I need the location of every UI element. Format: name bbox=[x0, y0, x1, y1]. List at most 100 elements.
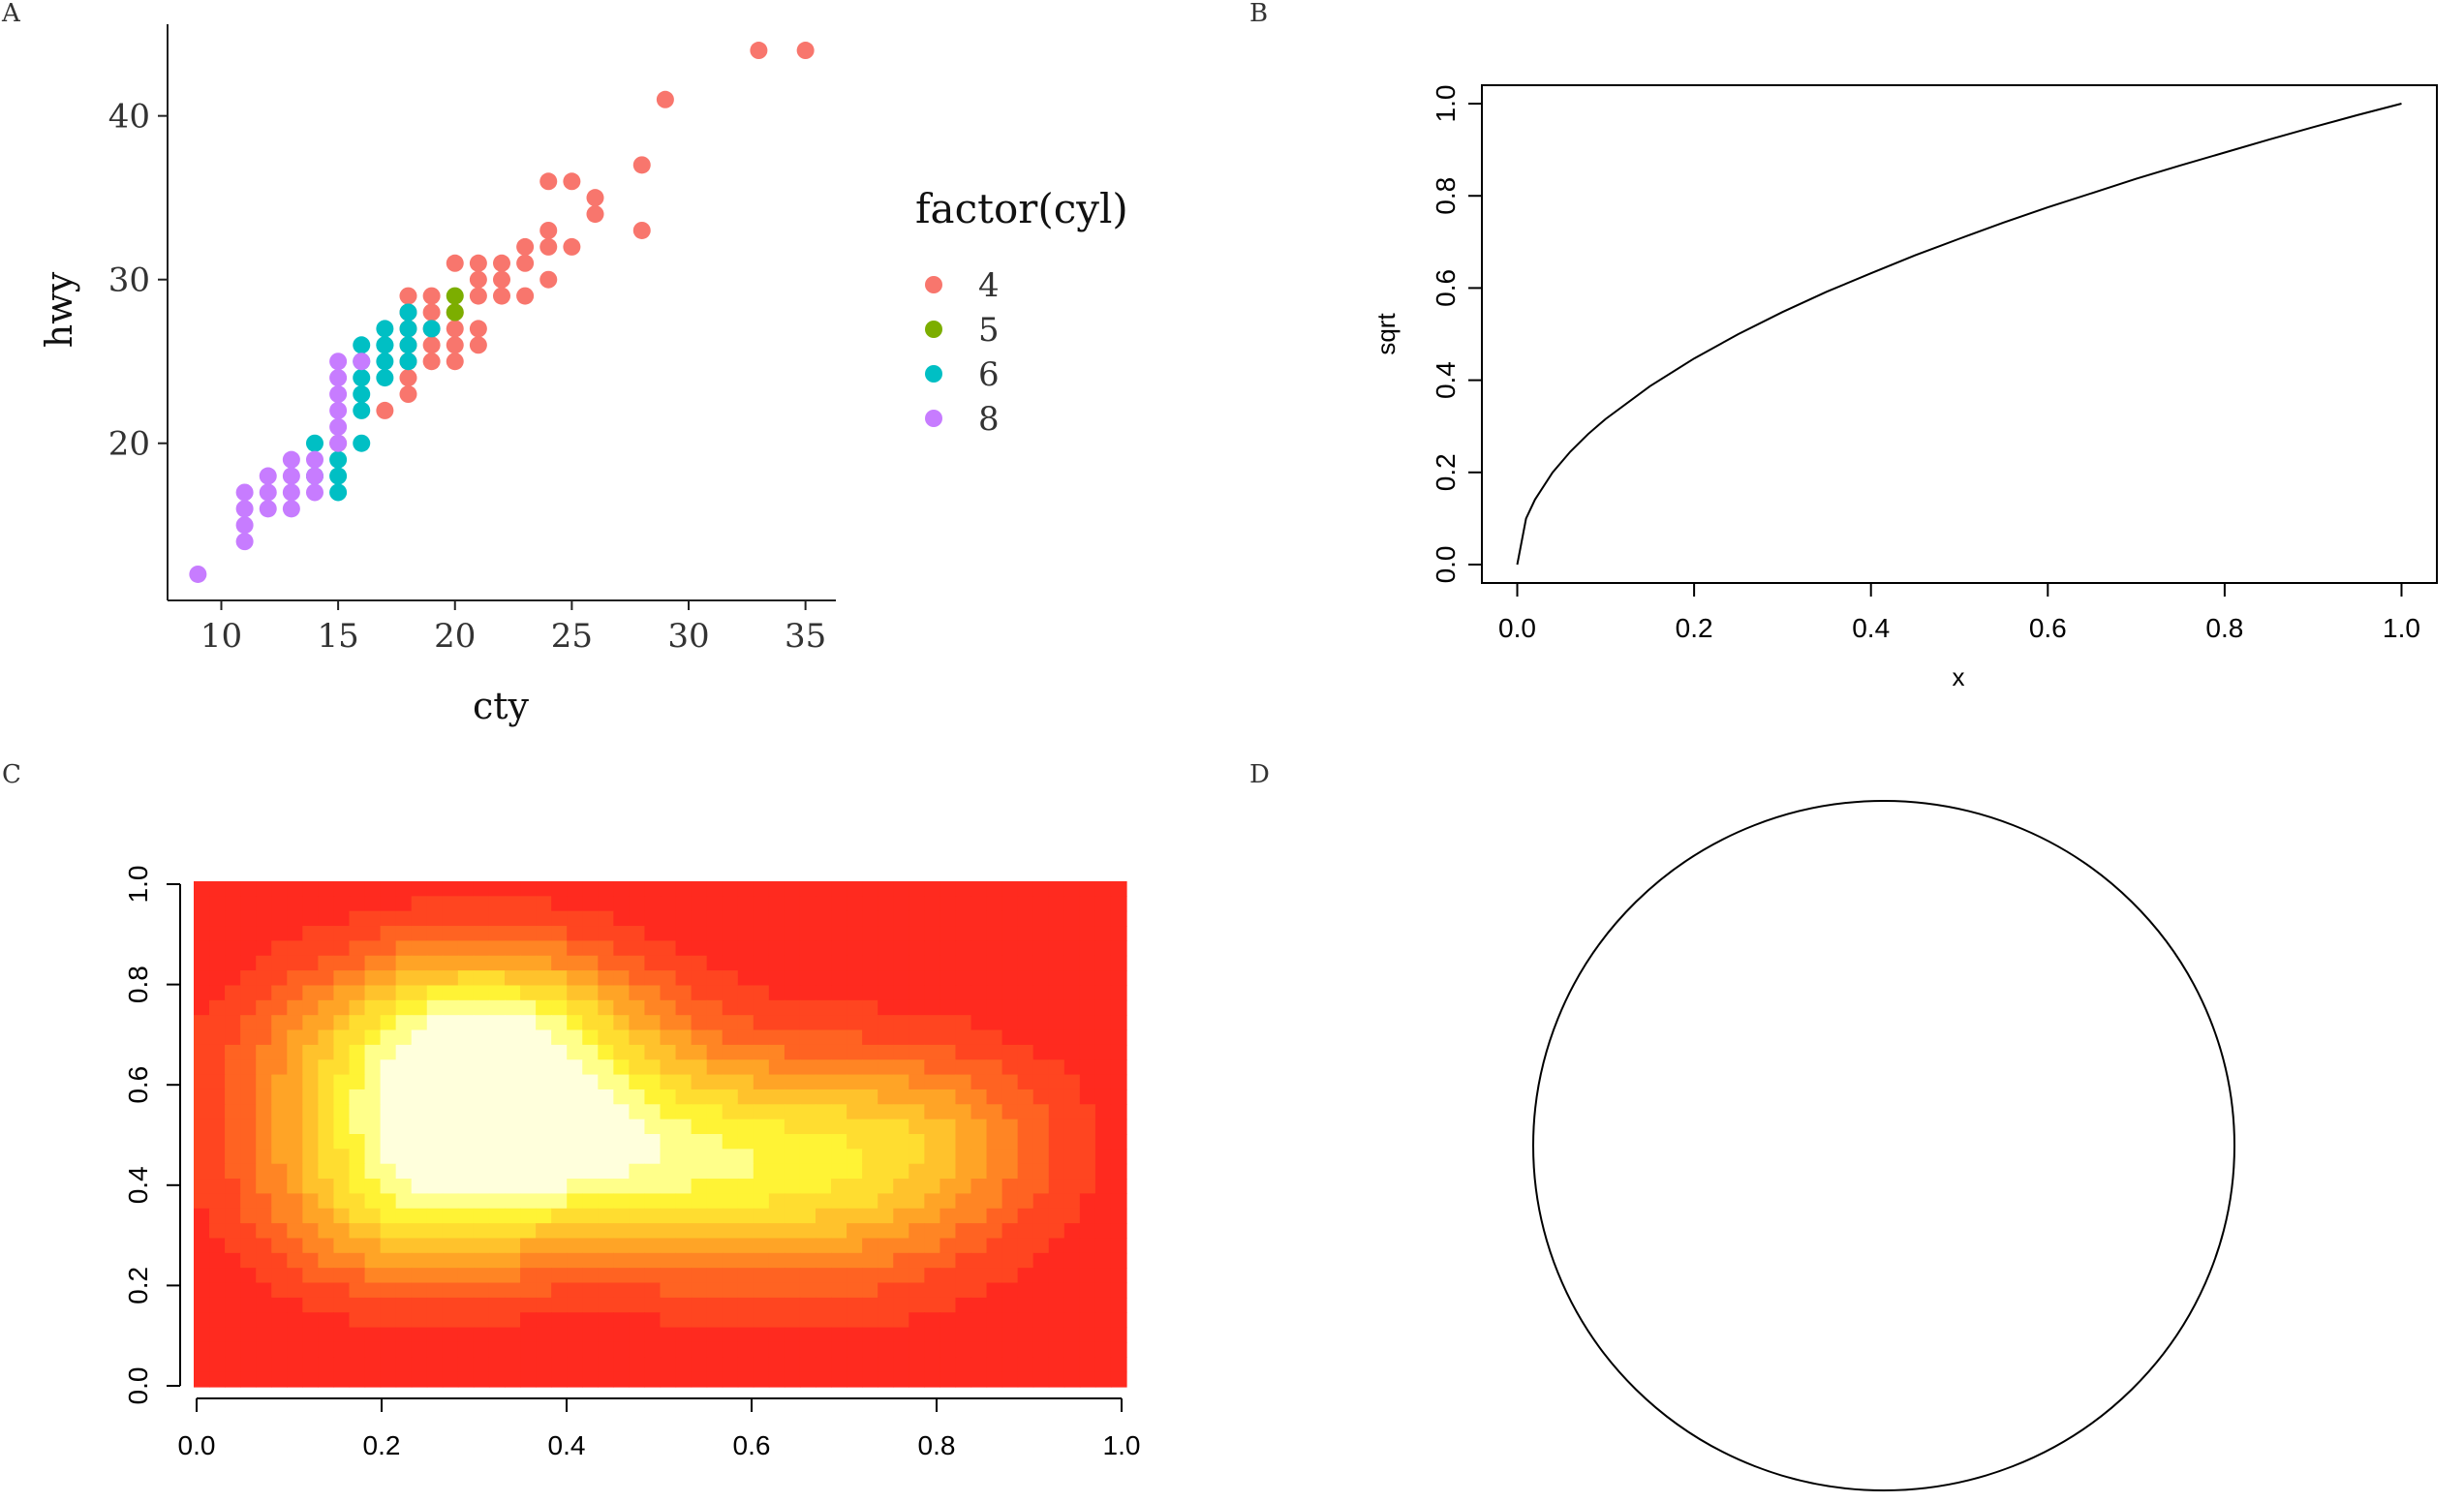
heatmap-cell bbox=[256, 1193, 272, 1210]
heatmap-cell bbox=[986, 1074, 1003, 1090]
heatmap-cell bbox=[364, 1074, 382, 1090]
heatmap-cell bbox=[364, 1134, 382, 1150]
heatmap-cell bbox=[426, 1341, 444, 1358]
heatmap-cell bbox=[426, 881, 444, 897]
heatmap-cell bbox=[799, 1357, 816, 1373]
heatmap-cell bbox=[784, 1371, 801, 1388]
heatmap-cell bbox=[1017, 1179, 1034, 1195]
heatmap-cell bbox=[536, 1029, 552, 1046]
heatmap-cell bbox=[473, 910, 490, 927]
point-cyl-4 bbox=[539, 237, 558, 256]
heatmap-cell bbox=[629, 985, 646, 1001]
heatmap-cell bbox=[426, 1223, 444, 1240]
heatmap-cell bbox=[225, 985, 241, 1001]
heatmap-cell bbox=[893, 1208, 909, 1224]
heatmap-cell bbox=[893, 1193, 909, 1210]
heatmap-cell bbox=[939, 1163, 957, 1180]
heatmap-cell bbox=[691, 1015, 708, 1031]
heatmap-cell bbox=[660, 1179, 677, 1195]
point-cyl-4 bbox=[469, 254, 487, 272]
heatmap-cell bbox=[582, 1179, 599, 1195]
heatmap-cell bbox=[194, 1312, 210, 1329]
point-cyl-6 bbox=[353, 385, 371, 404]
heatmap-cell bbox=[613, 1312, 630, 1329]
heatmap-cell bbox=[426, 926, 444, 942]
heatmap-cell bbox=[551, 970, 568, 987]
heatmap-cell bbox=[457, 896, 475, 912]
heatmap-cell bbox=[909, 1297, 925, 1313]
heatmap-cell bbox=[442, 1134, 459, 1150]
heatmap-cell bbox=[582, 1044, 599, 1060]
heatmap-cell bbox=[768, 1238, 785, 1254]
heatmap-cell bbox=[271, 1371, 288, 1388]
heatmap-cell bbox=[878, 1104, 894, 1120]
x-tick-label: 1.0 bbox=[2383, 613, 2420, 643]
heatmap-cell bbox=[1032, 1282, 1050, 1299]
heatmap-cell bbox=[318, 1297, 335, 1313]
sqrt-line bbox=[1516, 103, 2402, 566]
heatmap-cell bbox=[1079, 1357, 1096, 1373]
heatmap-cell bbox=[970, 1297, 988, 1313]
heatmap-cell bbox=[488, 1059, 506, 1076]
heatmap-cell bbox=[737, 1193, 755, 1210]
heatmap-cell bbox=[1001, 1015, 1019, 1031]
heatmap-cell bbox=[194, 1223, 210, 1240]
heatmap-cell bbox=[411, 970, 428, 987]
heatmap-cell bbox=[986, 1208, 1003, 1224]
scatter-points bbox=[189, 42, 815, 583]
heatmap-cell bbox=[209, 1074, 226, 1090]
heatmap-cell bbox=[847, 940, 863, 957]
heatmap-cell bbox=[349, 1282, 366, 1299]
heatmap-cell bbox=[1094, 1179, 1112, 1195]
heatmap-cell bbox=[225, 1327, 241, 1343]
heatmap-cell bbox=[970, 1223, 988, 1240]
heatmap-cell bbox=[660, 970, 677, 987]
point-cyl-8 bbox=[235, 500, 254, 518]
heatmap-cell bbox=[660, 999, 677, 1016]
heatmap-cell bbox=[364, 910, 382, 927]
heatmap-cell bbox=[986, 955, 1003, 971]
heatmap-cell bbox=[691, 999, 708, 1016]
heatmap-cell bbox=[488, 1208, 506, 1224]
heatmap-cell bbox=[551, 1104, 568, 1120]
heatmap-cell bbox=[505, 1059, 521, 1076]
heatmap-cell bbox=[240, 896, 257, 912]
heatmap-cell bbox=[520, 1357, 537, 1373]
heatmap-cell bbox=[799, 1179, 816, 1195]
heatmap-cell bbox=[878, 1238, 894, 1254]
heatmap-cell bbox=[924, 1327, 940, 1343]
heatmap-cell bbox=[364, 955, 382, 971]
heatmap-cell bbox=[784, 1327, 801, 1343]
heatmap-cell bbox=[1063, 1015, 1081, 1031]
heatmap-cell bbox=[831, 910, 847, 927]
heatmap-cell bbox=[551, 881, 568, 897]
heatmap-cell bbox=[847, 1341, 863, 1358]
heatmap-cell bbox=[1001, 910, 1019, 927]
point-cyl-8 bbox=[235, 516, 254, 535]
heatmap-cell bbox=[784, 955, 801, 971]
heatmap-cell bbox=[1079, 1089, 1096, 1105]
heatmap-cell bbox=[784, 1282, 801, 1299]
heatmap-cell bbox=[364, 1341, 382, 1358]
heatmap-cell bbox=[644, 1297, 662, 1313]
heatmap-cell bbox=[426, 1371, 444, 1388]
heatmap-cell bbox=[799, 940, 816, 957]
heatmap-cell bbox=[333, 1252, 351, 1269]
heatmap-cell bbox=[613, 910, 630, 927]
heatmap-cell bbox=[442, 1149, 459, 1165]
heatmap-cell bbox=[271, 940, 288, 957]
heatmap-cell bbox=[878, 910, 894, 927]
y-tick-label: 0.6 bbox=[123, 1066, 153, 1104]
heatmap-cell bbox=[287, 1163, 303, 1180]
heatmap-cell bbox=[737, 910, 755, 927]
point-cyl-4 bbox=[493, 270, 510, 289]
heatmap-cell bbox=[970, 1104, 988, 1120]
heatmap-cell bbox=[333, 1029, 351, 1046]
heatmap-cell bbox=[1094, 896, 1112, 912]
heatmap-cell bbox=[333, 1104, 351, 1120]
heatmap-cell bbox=[675, 1268, 693, 1284]
heatmap-cell bbox=[457, 1252, 475, 1269]
heatmap-cell bbox=[318, 1074, 335, 1090]
heatmap-cell bbox=[442, 1268, 459, 1284]
point-cyl-4 bbox=[539, 172, 558, 191]
